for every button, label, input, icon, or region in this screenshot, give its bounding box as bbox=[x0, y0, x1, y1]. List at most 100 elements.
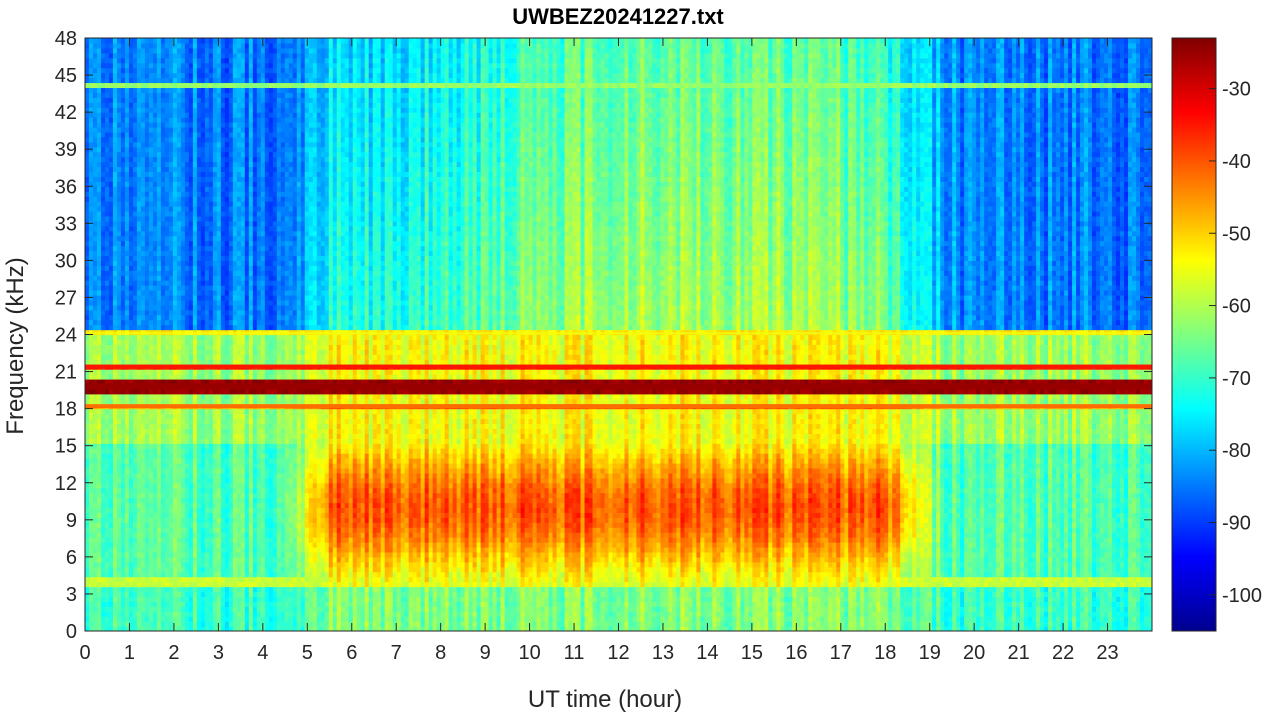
heatmap-cell bbox=[137, 152, 142, 158]
heatmap-cell bbox=[121, 552, 126, 558]
heatmap-cell bbox=[213, 423, 218, 429]
heatmap-cell bbox=[169, 389, 174, 395]
heatmap-cell bbox=[105, 231, 110, 237]
heatmap-cell bbox=[149, 512, 154, 518]
heatmap-cell bbox=[213, 512, 218, 518]
heatmap-cell bbox=[109, 562, 114, 568]
heatmap-cell bbox=[101, 359, 106, 365]
heatmap-cell bbox=[197, 255, 202, 261]
heatmap-cell bbox=[189, 236, 194, 242]
heatmap-cell bbox=[181, 157, 186, 163]
heatmap-cell bbox=[117, 310, 122, 316]
heatmap-cell bbox=[209, 374, 214, 380]
heatmap-cell bbox=[189, 582, 194, 588]
heatmap-cell bbox=[201, 522, 206, 528]
heatmap-cell bbox=[161, 339, 166, 345]
heatmap-cell bbox=[137, 260, 142, 266]
heatmap-cell bbox=[201, 48, 206, 54]
heatmap-cell bbox=[93, 433, 98, 439]
heatmap-cell bbox=[201, 226, 206, 232]
heatmap-cell bbox=[201, 453, 206, 459]
heatmap-cell bbox=[181, 483, 186, 489]
heatmap-cell bbox=[185, 532, 190, 538]
heatmap-cell bbox=[109, 374, 114, 380]
heatmap-cell bbox=[169, 112, 174, 118]
heatmap-cell bbox=[201, 463, 206, 469]
heatmap-cell bbox=[133, 58, 138, 64]
heatmap-cell bbox=[121, 587, 126, 593]
heatmap-cell bbox=[161, 226, 166, 232]
heatmap-cell bbox=[193, 473, 198, 479]
heatmap-cell bbox=[181, 38, 186, 44]
heatmap-cell bbox=[133, 463, 138, 469]
heatmap-cell bbox=[129, 503, 134, 509]
heatmap-cell bbox=[181, 122, 186, 128]
heatmap-cell bbox=[169, 428, 174, 434]
heatmap-cell bbox=[165, 171, 170, 177]
heatmap-cell bbox=[217, 542, 222, 548]
heatmap-cell bbox=[149, 152, 154, 158]
heatmap-cell bbox=[173, 265, 178, 271]
heatmap-cell bbox=[201, 616, 206, 622]
heatmap-cell bbox=[85, 117, 90, 123]
heatmap-cell bbox=[189, 53, 194, 59]
heatmap-cell bbox=[149, 280, 154, 286]
heatmap-cell bbox=[185, 419, 190, 425]
heatmap-cell bbox=[173, 191, 178, 197]
heatmap-cell bbox=[117, 216, 122, 222]
heatmap-cell bbox=[113, 522, 118, 528]
heatmap-cell bbox=[129, 344, 134, 350]
heatmap-cell bbox=[189, 260, 194, 266]
heatmap-cell bbox=[209, 503, 214, 509]
heatmap-cell bbox=[161, 221, 166, 227]
heatmap-cell bbox=[177, 206, 182, 212]
heatmap-cell bbox=[89, 112, 94, 118]
heatmap-cell bbox=[173, 409, 178, 415]
heatmap-cell bbox=[165, 48, 170, 54]
heatmap-cell bbox=[149, 503, 154, 509]
heatmap-cell bbox=[177, 591, 182, 597]
heatmap-cell bbox=[161, 414, 166, 420]
heatmap-cell bbox=[173, 587, 178, 593]
heatmap-cell bbox=[121, 285, 126, 291]
heatmap-cell bbox=[165, 419, 170, 425]
heatmap-cell bbox=[161, 478, 166, 484]
heatmap-cell bbox=[113, 448, 118, 454]
heatmap-cell bbox=[177, 349, 182, 355]
heatmap-cell bbox=[117, 87, 122, 93]
heatmap-cell bbox=[121, 468, 126, 474]
heatmap-cell bbox=[153, 512, 158, 518]
heatmap-cell bbox=[121, 601, 126, 607]
heatmap-cell bbox=[189, 325, 194, 331]
heatmap-cell bbox=[125, 532, 130, 538]
heatmap-cell bbox=[141, 369, 146, 375]
heatmap-cell bbox=[173, 58, 178, 64]
heatmap-cell bbox=[113, 275, 118, 281]
heatmap-cell bbox=[189, 344, 194, 350]
heatmap-cell bbox=[85, 38, 90, 44]
heatmap-cell bbox=[157, 305, 162, 311]
heatmap-cell bbox=[157, 507, 162, 513]
heatmap-cell bbox=[117, 221, 122, 227]
heatmap-cell bbox=[149, 186, 154, 192]
heatmap-cell bbox=[85, 567, 90, 573]
heatmap-cell bbox=[85, 409, 90, 415]
heatmap-cell bbox=[121, 527, 126, 533]
heatmap-cell bbox=[125, 389, 130, 395]
heatmap-cell bbox=[177, 162, 182, 168]
heatmap-cell bbox=[197, 290, 202, 296]
heatmap-cell bbox=[205, 344, 210, 350]
heatmap-cell bbox=[93, 82, 98, 88]
heatmap-cell bbox=[145, 310, 150, 316]
heatmap-cell bbox=[133, 226, 138, 232]
heatmap-cell bbox=[169, 255, 174, 261]
heatmap-cell bbox=[197, 596, 202, 602]
heatmap-cell bbox=[173, 359, 178, 365]
heatmap-cell bbox=[205, 596, 210, 602]
heatmap-cell bbox=[137, 78, 142, 84]
heatmap-cell bbox=[201, 532, 206, 538]
heatmap-cell bbox=[201, 290, 206, 296]
heatmap-cell bbox=[205, 231, 210, 237]
heatmap-cell bbox=[85, 572, 90, 578]
heatmap-cell bbox=[177, 246, 182, 252]
